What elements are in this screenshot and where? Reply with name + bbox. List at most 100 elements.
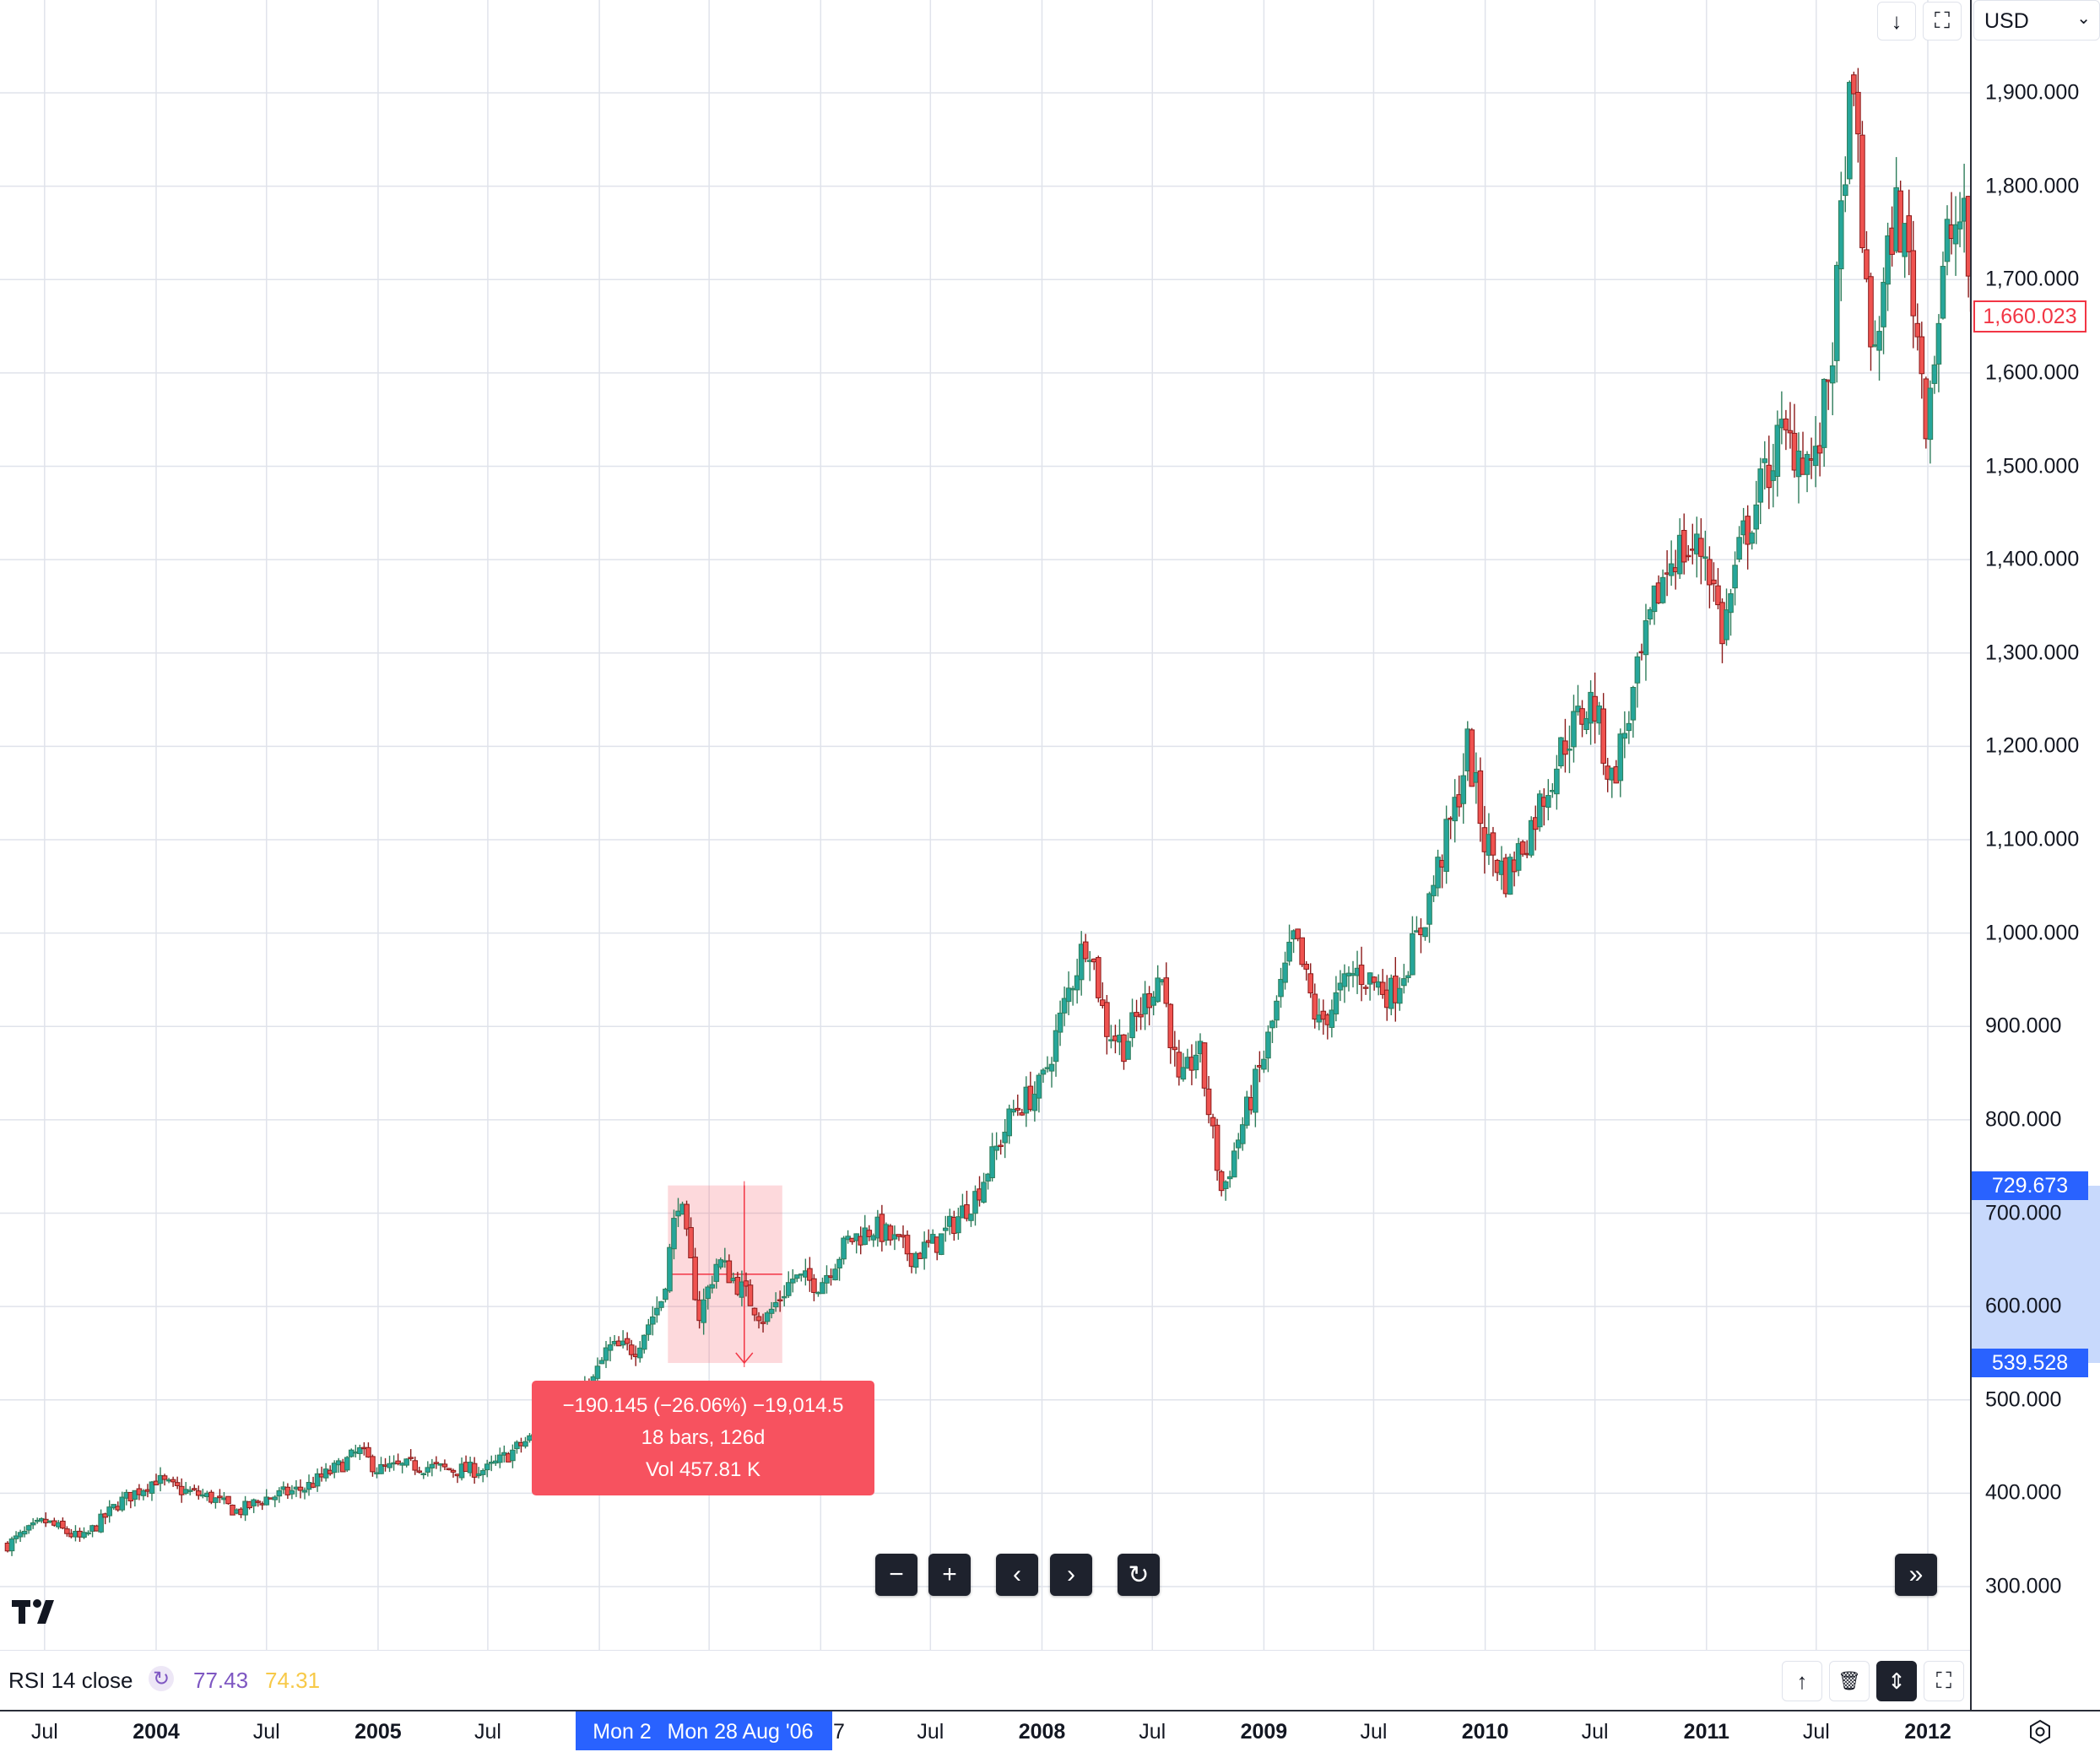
candle: [1783, 409, 1789, 451]
candle: [1919, 322, 1925, 399]
candle: [789, 1268, 796, 1293]
price-tick-label: 1,700.000: [1985, 267, 2080, 291]
collapse-pane-button[interactable]: ⇕: [1876, 1661, 1917, 1701]
candle: [768, 1301, 775, 1319]
candle: [667, 1243, 673, 1293]
candle: [1286, 924, 1292, 966]
candle: [1868, 273, 1874, 371]
candle: [1057, 1000, 1064, 1046]
plus-icon: +: [942, 1560, 957, 1588]
candle: [301, 1487, 308, 1500]
candle: [1307, 963, 1314, 998]
candle: [645, 1318, 652, 1341]
candle: [276, 1487, 283, 1503]
candle: [1855, 68, 1861, 163]
candle: [60, 1517, 66, 1530]
candle: [1643, 603, 1649, 681]
collapse-icon: ⇕: [1887, 1668, 1906, 1694]
candle: [1401, 964, 1407, 994]
time-tick-label: Jul: [1581, 1720, 1609, 1744]
price-tick-label: 800.000: [1985, 1107, 2062, 1132]
candle: [187, 1486, 193, 1495]
scroll-to-realtime-button[interactable]: »: [1895, 1554, 1937, 1596]
candle: [1906, 189, 1913, 276]
candle: [1214, 1118, 1220, 1182]
scroll-right-button[interactable]: ›: [1050, 1554, 1092, 1596]
scroll-down-button[interactable]: ↓: [1877, 2, 1916, 41]
scroll-left-button[interactable]: ‹: [996, 1554, 1038, 1596]
candle: [1265, 1025, 1271, 1073]
candle: [331, 1460, 338, 1479]
time-axis[interactable]: Jul 2004 Jul 2005 Jul Jul 2008 Jul 2009 Jul 2010 Ju…: [0, 1710, 2100, 1752]
candle: [195, 1485, 202, 1500]
candle: [793, 1274, 800, 1283]
move-pane-up-button[interactable]: ↑: [1782, 1661, 1822, 1701]
candle: [1125, 1032, 1131, 1060]
candle: [832, 1263, 838, 1281]
candle: [161, 1474, 168, 1486]
candle: [403, 1457, 409, 1468]
time-tick-label: Jul: [474, 1720, 501, 1744]
candle: [1914, 303, 1921, 351]
time-tick-label: 2012: [1904, 1720, 1951, 1744]
candle: [1452, 779, 1458, 843]
candle: [1931, 355, 1938, 394]
candle: [726, 1254, 733, 1284]
candle: [149, 1480, 155, 1501]
candle: [1312, 983, 1318, 1029]
candle: [395, 1453, 401, 1466]
candle: [760, 1313, 766, 1333]
candle: [441, 1459, 448, 1471]
price-axis[interactable]: USD ⌄ 1,900.000 1,800.000 1,700.000 1,600.0…: [1970, 0, 2100, 1710]
candle: [1435, 849, 1441, 897]
candle: [964, 1190, 970, 1222]
candle: [1711, 562, 1717, 603]
candle: [1205, 1075, 1212, 1124]
delete-pane-button[interactable]: 🗑: [1829, 1661, 1870, 1701]
candle: [603, 1340, 609, 1369]
zoom-in-button[interactable]: +: [928, 1554, 971, 1596]
candle: [420, 1473, 427, 1479]
candle: [1897, 181, 1903, 253]
time-tick-label: Jul: [1139, 1720, 1166, 1744]
candle: [942, 1215, 949, 1242]
candlestick-chart[interactable]: [0, 0, 1970, 1650]
tradingview-logo-icon[interactable]: [12, 1598, 66, 1631]
price-tick-label: 1,500.000: [1985, 454, 2080, 478]
price-tick-label: 500.000: [1985, 1387, 2062, 1412]
candle: [140, 1489, 147, 1501]
candle: [989, 1133, 995, 1182]
candle: [684, 1200, 690, 1236]
chart-pane[interactable]: −190.145 (−26.06%) −19,014.5 18 bars, 12…: [0, 0, 1970, 1650]
candle: [1036, 1073, 1042, 1113]
candle: [1910, 220, 1917, 349]
candle: [1261, 1050, 1267, 1073]
candle: [1082, 933, 1089, 963]
candle: [1876, 316, 1882, 381]
maximize-button[interactable]: ⛶: [1923, 2, 1962, 41]
candle: [251, 1498, 257, 1513]
candle: [993, 1132, 999, 1160]
candle: [174, 1476, 181, 1490]
price-tick-label: 600.000: [1985, 1294, 2062, 1318]
candle: [429, 1458, 436, 1477]
zoom-out-button[interactable]: −: [875, 1554, 917, 1596]
currency-value: USD: [1984, 9, 2029, 33]
maximize-pane-button[interactable]: ⛶: [1924, 1661, 1964, 1701]
candle: [1545, 779, 1551, 821]
candle: [755, 1311, 762, 1329]
reset-chart-button[interactable]: ↻: [1118, 1554, 1160, 1596]
rsi-label[interactable]: RSI 14 close: [8, 1668, 133, 1693]
price-tick-label: 1,400.000: [1985, 547, 2080, 571]
currency-selector[interactable]: USD ⌄: [1973, 0, 2100, 41]
time-axis-partial-label: 7: [833, 1720, 845, 1744]
time-tick-label: 2005: [355, 1720, 402, 1744]
settings-icon[interactable]: [2023, 1715, 2057, 1749]
candle: [636, 1341, 643, 1363]
candle: [1843, 156, 1848, 213]
candle: [1851, 71, 1857, 106]
candle: [81, 1527, 87, 1539]
candle: [1218, 1170, 1225, 1197]
candle: [1647, 607, 1653, 625]
rsi-legend-bar: RSI 14 close ↻ 77.43 74.31 ↑ 🗑 ⇕ ⛶: [0, 1650, 1970, 1711]
